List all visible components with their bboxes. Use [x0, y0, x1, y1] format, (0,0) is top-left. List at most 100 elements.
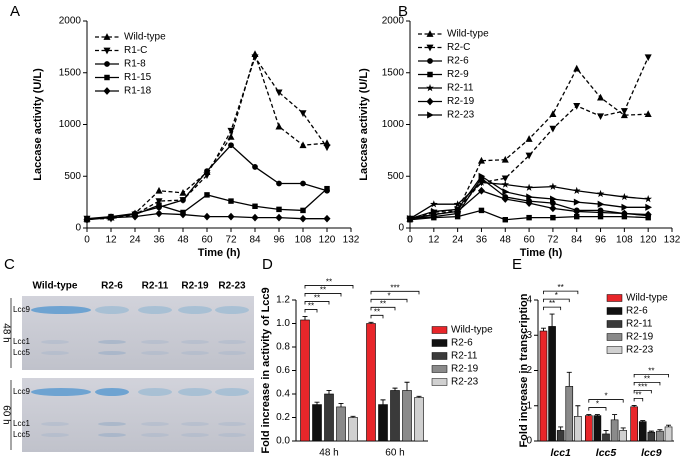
significance-label: ** [558, 283, 564, 292]
marker [597, 213, 604, 220]
bar [574, 416, 582, 442]
marker [427, 111, 434, 119]
band [41, 351, 69, 355]
significance-bracket [304, 293, 342, 297]
x-tick-label: 120 [640, 235, 657, 246]
y-axis-title: Laccase activity (U/L) [32, 68, 44, 181]
marker [645, 203, 653, 211]
legend-label: R2-23 [447, 110, 475, 121]
error-bar [314, 401, 320, 405]
band [181, 433, 209, 437]
legend-swatch [431, 352, 448, 360]
marker [572, 186, 581, 194]
band [95, 388, 129, 396]
marker [104, 61, 110, 67]
legend-label: R2-6 [451, 338, 473, 349]
y-tick-label: 1500 [59, 67, 82, 78]
bar [300, 319, 310, 442]
significance-label: ** [549, 299, 555, 308]
band [41, 340, 69, 344]
significance-bracket [633, 381, 661, 386]
bar [312, 404, 322, 442]
series-line [87, 55, 328, 220]
band [31, 306, 91, 314]
marker [621, 203, 629, 211]
legend-label: R2-11 [447, 83, 474, 94]
error-bar [575, 405, 581, 417]
bar [619, 430, 628, 442]
x-tick-label: 132 [664, 235, 681, 246]
bar [565, 386, 574, 442]
x-axis-title: Time (h) [520, 247, 563, 259]
error-bar [640, 420, 646, 422]
x-axis-title: Time (h) [198, 247, 241, 259]
marker [574, 213, 580, 220]
band [138, 306, 172, 314]
marker [525, 135, 533, 142]
band-label: Lcc1 [13, 419, 30, 428]
y-axis-title: Fold increase in activity of Lcc9 [260, 287, 272, 453]
band [215, 388, 249, 396]
significance-label: * [596, 400, 599, 409]
y-tick-label: 0 [75, 223, 81, 234]
significance-label: ** [380, 299, 386, 308]
significance-bracket [588, 399, 624, 403]
x-tick-label: 60 [524, 235, 536, 246]
marker [228, 198, 234, 204]
marker [427, 58, 433, 64]
marker [620, 192, 629, 201]
bar [324, 393, 334, 442]
significance-bracket [633, 397, 644, 402]
y-tick-label: 1.2 [276, 295, 290, 306]
marker [501, 195, 509, 203]
marker [644, 210, 652, 219]
legend-label: R2-23 [626, 345, 654, 356]
marker [103, 87, 111, 95]
marker [276, 180, 282, 187]
bar [638, 421, 647, 442]
error-bar [603, 429, 609, 434]
band [181, 422, 209, 426]
marker [179, 210, 187, 219]
x-tick-label: lcc5 [596, 447, 617, 459]
marker [323, 139, 331, 147]
marker [478, 172, 486, 180]
marker [426, 30, 434, 37]
bar [539, 330, 548, 442]
x-tick-label: 84 [571, 235, 583, 246]
y-tick-label: 1000 [382, 119, 405, 130]
error-bar [416, 395, 422, 398]
legend-label: R2-6 [447, 56, 469, 67]
marker [323, 144, 331, 152]
bar [593, 415, 602, 442]
marker [276, 206, 282, 213]
y-axis-title: Laccase activity (U/L) [358, 68, 370, 181]
bar [656, 430, 664, 442]
marker [597, 200, 605, 208]
significance-bracket [543, 306, 562, 311]
marker [430, 207, 438, 215]
marker [227, 212, 235, 221]
band [181, 351, 209, 355]
y-tick-label: 1000 [59, 119, 82, 130]
marker [550, 214, 556, 221]
marker [251, 54, 259, 62]
error-bar [612, 414, 618, 420]
x-tick-label: 48 [177, 235, 189, 246]
legend-swatch [606, 294, 623, 302]
marker [596, 189, 605, 198]
marker [525, 199, 533, 207]
bar [556, 430, 565, 442]
significance-label: * [387, 291, 390, 300]
legend-label: R2-6 [626, 306, 648, 317]
y-tick-label: 1500 [382, 67, 405, 78]
bar [647, 431, 656, 442]
x-tick-label: 12 [105, 235, 117, 246]
lane-label: Wild-type [33, 281, 78, 292]
marker [478, 207, 485, 214]
y-tick-label: 2 [526, 365, 532, 376]
band [41, 433, 69, 437]
x-tick-label: 36 [476, 235, 488, 246]
legend-label: R2-9 [447, 69, 469, 80]
marker [299, 141, 307, 149]
